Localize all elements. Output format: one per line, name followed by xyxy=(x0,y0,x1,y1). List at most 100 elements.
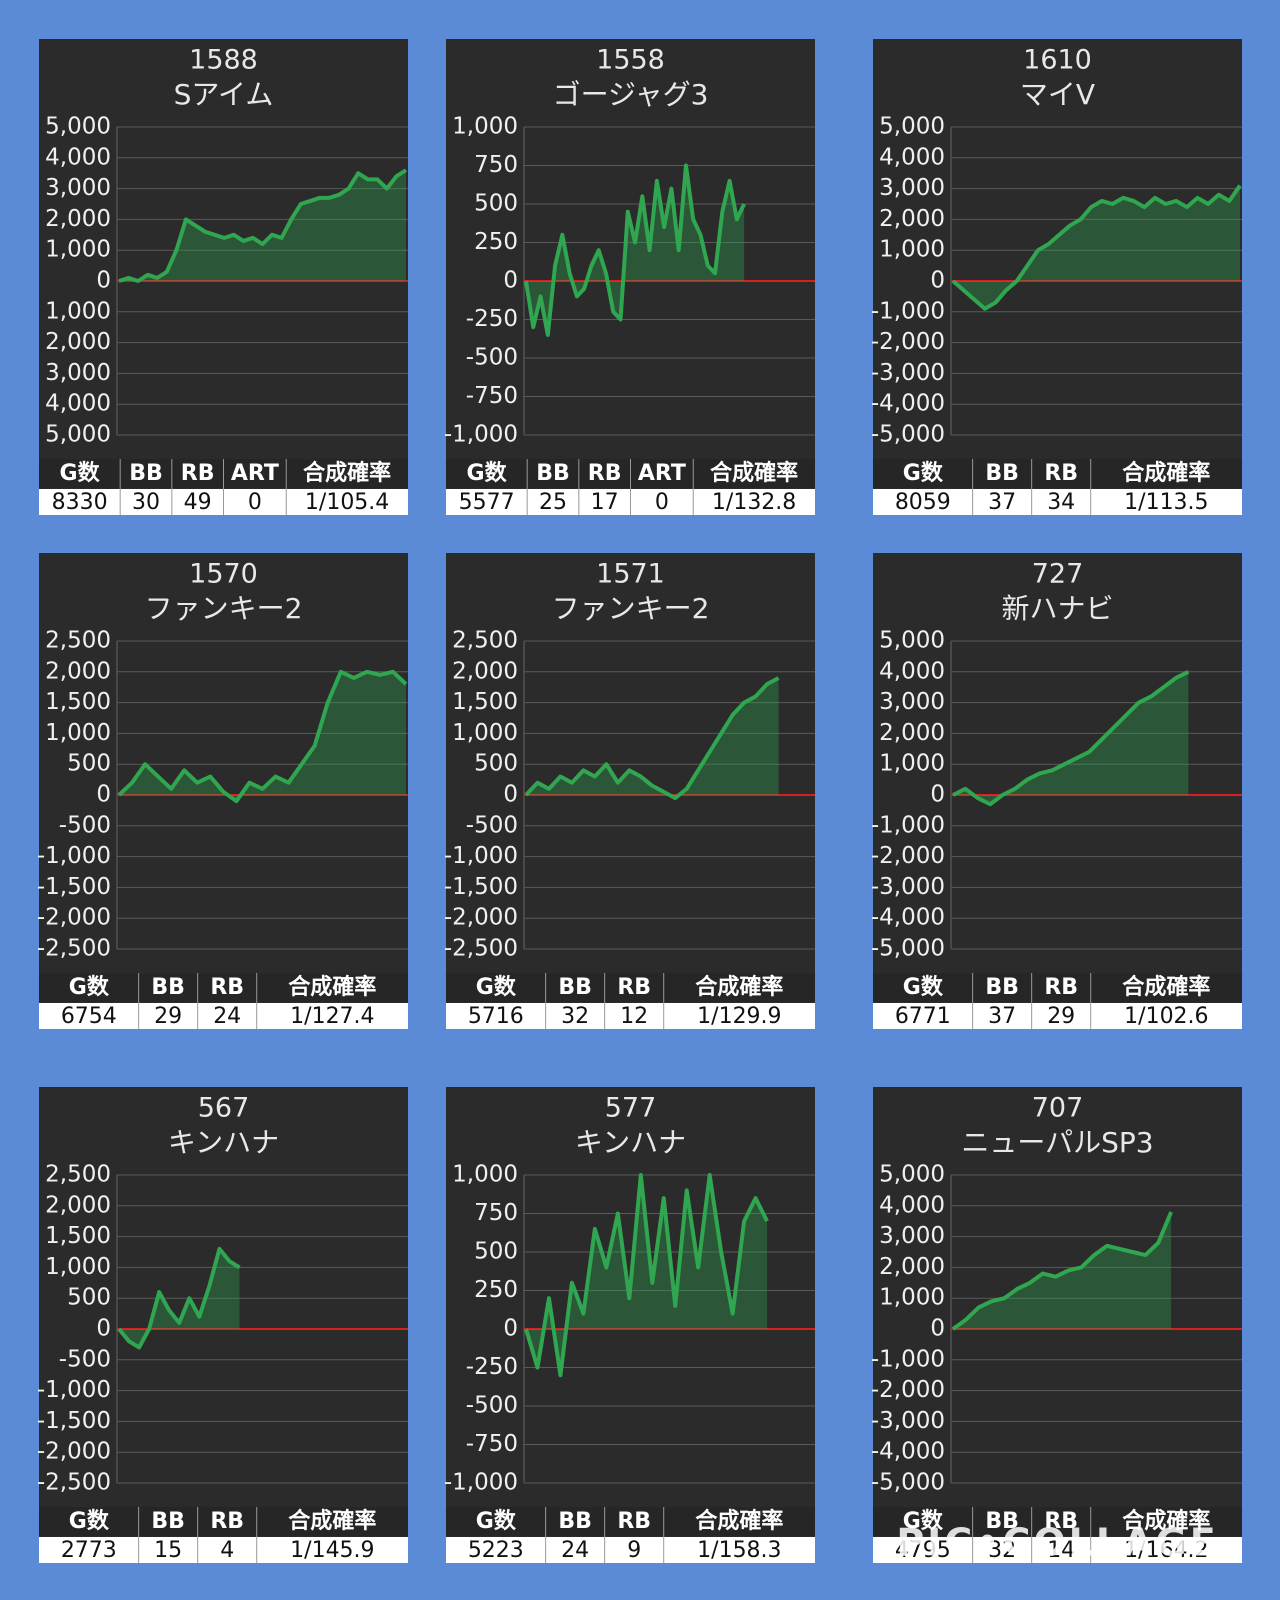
chart-subtitle: キンハナ xyxy=(168,1126,279,1159)
table-header-cell: RB xyxy=(181,461,215,486)
y-tick-label: 5,000 xyxy=(45,422,111,448)
panel xyxy=(446,1087,815,1563)
y-tick-label: -4,000 xyxy=(871,391,945,417)
table-row xyxy=(39,1003,408,1029)
table-cell: 4 xyxy=(220,1538,234,1563)
y-tick-label: -1,000 xyxy=(871,1346,945,1372)
panel xyxy=(446,39,815,515)
table-cell: 1/164.2 xyxy=(1124,1538,1208,1563)
line xyxy=(118,168,408,283)
table-cell: 32 xyxy=(988,1538,1016,1563)
chart-subtitle: 新ハナビ xyxy=(1001,592,1113,625)
table-header-cell: G数 xyxy=(69,1508,110,1534)
table-cell: 1/127.4 xyxy=(290,1004,374,1029)
chart-title: 567 xyxy=(198,1093,250,1124)
table-cell: 17 xyxy=(591,490,619,515)
table-header-cell: BB xyxy=(151,1509,185,1534)
table-header-cell: 合成確率 xyxy=(1122,460,1210,486)
y-tick-label: -1,500 xyxy=(37,874,111,900)
y-tick-label: -1,000 xyxy=(37,1377,111,1403)
chart-title: 707 xyxy=(1032,1093,1084,1124)
y-tick-label: -2,000 xyxy=(37,905,111,931)
table-cell: 14 xyxy=(1047,1538,1075,1563)
chart-title: 1558 xyxy=(596,45,665,76)
table-cell: 37 xyxy=(988,490,1016,515)
table-header-cell: 合成確率 xyxy=(695,1508,783,1534)
table-header xyxy=(39,973,408,1002)
table-header-cell: BB xyxy=(536,461,570,486)
y-tick-label: -2,500 xyxy=(444,936,518,962)
table-header-cell: BB xyxy=(985,461,1019,486)
y-tick-label: 2,000 xyxy=(45,658,111,684)
y-tick-label: -1,500 xyxy=(444,874,518,900)
chart-title: 1588 xyxy=(189,45,258,76)
table-header-cell: G数 xyxy=(69,974,110,1000)
y-tick-label: 1,000 xyxy=(45,1254,111,1280)
panel xyxy=(446,553,815,1029)
y-tick-label: 1,000 xyxy=(452,114,518,140)
table-header-cell: 合成確率 xyxy=(288,974,376,1000)
table-header-cell: RB xyxy=(1044,975,1078,1000)
table-cell: 24 xyxy=(213,1004,241,1029)
table-cell: 0 xyxy=(655,490,669,515)
line xyxy=(524,676,780,801)
table-header-cell: 合成確率 xyxy=(695,974,783,1000)
y-tick-label: 500 xyxy=(67,751,111,777)
y-tick-label: -1,500 xyxy=(37,1408,111,1434)
table-cell: 1/145.9 xyxy=(290,1538,374,1563)
table-cell: 8059 xyxy=(895,490,951,515)
y-tick-label: -2,000 xyxy=(444,905,518,931)
table-header-cell: BB xyxy=(129,461,163,486)
y-tick-label: 2,000 xyxy=(879,720,945,746)
y-tick-label: -3,000 xyxy=(871,874,945,900)
y-tick-label: 2,000 xyxy=(45,206,111,232)
table-header-cell: 合成確率 xyxy=(710,460,798,486)
y-tick-label: -750 xyxy=(466,1431,518,1457)
y-tick-label: 5,000 xyxy=(879,114,945,140)
panel xyxy=(39,1087,408,1563)
table-cell: 37 xyxy=(988,1004,1016,1029)
y-tick-label: 500 xyxy=(474,191,518,217)
table-cell: 6754 xyxy=(61,1004,117,1029)
panel xyxy=(873,39,1242,515)
chart-subtitle: ファンキー2 xyxy=(145,592,303,625)
line xyxy=(117,669,408,804)
y-tick-label: -2,000 xyxy=(37,1439,111,1465)
y-tick-label: 0 xyxy=(930,1316,945,1342)
y-tick-label: 3,000 xyxy=(45,360,111,386)
y-tick-label: 0 xyxy=(503,1316,518,1342)
y-tick-label: 0 xyxy=(930,782,945,808)
y-tick-label: 5,000 xyxy=(879,1162,945,1188)
y-tick-label: 2,000 xyxy=(45,1192,111,1218)
y-tick-label: 2,500 xyxy=(452,628,518,654)
table-header-cell: G数 xyxy=(903,460,944,486)
table-header-cell: BB xyxy=(985,975,1019,1000)
y-tick-label: -1,000 xyxy=(37,843,111,869)
y-tick-label: 4,000 xyxy=(879,1192,945,1218)
y-tick-label: 2,500 xyxy=(45,1162,111,1188)
line xyxy=(952,670,1190,807)
chart-subtitle: ニューパルSP3 xyxy=(961,1126,1153,1159)
table-cell: 0 xyxy=(248,490,262,515)
chart-title: 577 xyxy=(605,1093,657,1124)
table-cell: 29 xyxy=(1047,1004,1075,1029)
y-tick-label: -500 xyxy=(59,812,111,838)
y-tick-label: -3,000 xyxy=(871,1408,945,1434)
table-header xyxy=(446,1507,815,1536)
table-row xyxy=(446,1537,815,1563)
y-tick-label: 1,000 xyxy=(45,298,111,324)
area xyxy=(526,165,745,335)
y-tick-label: 3,000 xyxy=(879,1223,945,1249)
table-header xyxy=(873,459,1242,488)
y-tick-label: -1,000 xyxy=(871,298,945,324)
y-tick-label: -3,000 xyxy=(871,360,945,386)
table-header xyxy=(873,973,1242,1002)
table-cell: 5577 xyxy=(459,490,515,515)
table-row xyxy=(873,489,1242,515)
table-header-cell: 合成確率 xyxy=(1122,1508,1210,1534)
panel xyxy=(873,553,1242,1029)
chart-subtitle: マイV xyxy=(1020,78,1095,111)
y-tick-label: 0 xyxy=(503,268,518,294)
y-tick-label: -5,000 xyxy=(871,936,945,962)
y-tick-label: 250 xyxy=(474,1277,518,1303)
